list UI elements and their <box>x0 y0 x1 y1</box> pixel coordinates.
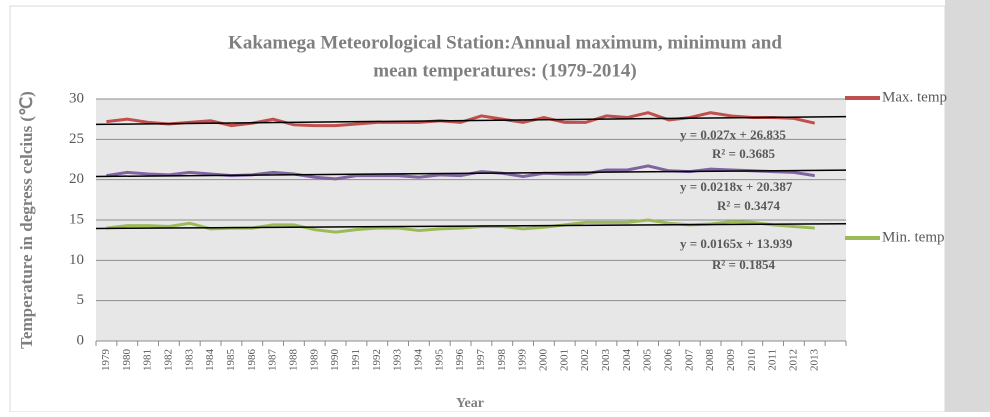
x-tick-label: 2008 <box>704 349 716 372</box>
x-tick-label: 2004 <box>621 349 633 372</box>
x-tick-label: 1979 <box>100 349 112 372</box>
x-tick-label: 1991 <box>350 349 362 371</box>
chart-title: Kakamega Meteorological Station:Annual m… <box>228 32 782 53</box>
x-tick-label: 1985 <box>225 349 237 372</box>
x-tick-label: 1986 <box>246 349 258 372</box>
legend-label: Max. temp <box>882 89 947 105</box>
series-line <box>106 111 816 128</box>
x-axis-title: Year <box>456 396 484 411</box>
x-tick-label: 1996 <box>454 349 466 372</box>
x-tick-label: 1993 <box>392 349 404 372</box>
trendline <box>95 115 847 126</box>
x-tick-label: 1992 <box>371 349 383 371</box>
x-tick-label: 2001 <box>558 349 570 371</box>
x-tick-label: 1999 <box>517 349 529 372</box>
x-tick-label: 2010 <box>746 349 758 372</box>
x-tick-label: 1984 <box>204 349 216 372</box>
chart-title: mean temperatures: (1979-2014) <box>373 60 636 81</box>
y-tick-label: 15 <box>69 211 84 227</box>
x-tick-label: 2005 <box>642 349 654 372</box>
legend-label: Min. temp <box>882 229 945 245</box>
trendline <box>95 222 847 230</box>
x-tick-label: 2000 <box>537 349 549 372</box>
x-tick-label: 1989 <box>308 349 320 372</box>
margin-strip <box>945 0 990 412</box>
x-tick-label: 1988 <box>287 349 299 372</box>
x-tick-label: 2002 <box>579 349 591 371</box>
x-tick-label: 2003 <box>600 349 612 372</box>
y-tick-label: 5 <box>77 292 85 308</box>
y-tick-label: 20 <box>69 171 84 187</box>
y-tick-label: 30 <box>69 90 84 106</box>
x-tick-label: 2006 <box>662 349 674 372</box>
x-tick-label: 2012 <box>787 349 799 371</box>
x-tick-label: 2007 <box>683 349 695 372</box>
x-tick-label: 2011 <box>767 349 779 371</box>
y-tick-label: 10 <box>69 252 84 268</box>
x-tick-label: 1997 <box>475 349 487 372</box>
x-tick-label: 1990 <box>329 349 341 372</box>
x-tick-label: 1987 <box>267 349 279 372</box>
trendline <box>95 169 847 178</box>
trend-r2: R² = 0.3474 <box>717 198 780 213</box>
x-tick-label: 2013 <box>808 349 820 372</box>
trend-equation: y = 0.0218x + 20.387 <box>680 179 793 194</box>
trend-equation: y = 0.027x + 26.835 <box>680 127 786 142</box>
x-tick-label: 1995 <box>433 349 445 372</box>
x-tick-label: 1982 <box>162 349 174 371</box>
trend-r2: R² = 0.3685 <box>712 146 775 161</box>
y-tick-label: 0 <box>77 332 85 348</box>
x-tick-label: 1980 <box>121 349 133 372</box>
x-tick-label: 1994 <box>412 349 424 372</box>
x-tick-label: 1981 <box>142 349 154 371</box>
x-tick-label: 2009 <box>725 349 737 372</box>
y-tick-label: 25 <box>69 131 84 147</box>
y-axis-title: Temperature in degress celcius (℃) <box>17 91 36 349</box>
trend-equation: y = 0.0165x + 13.939 <box>680 236 793 251</box>
x-tick-label: 1998 <box>496 349 508 372</box>
x-tick-label: 1983 <box>183 349 195 372</box>
trend-r2: R² = 0.1854 <box>712 257 775 272</box>
